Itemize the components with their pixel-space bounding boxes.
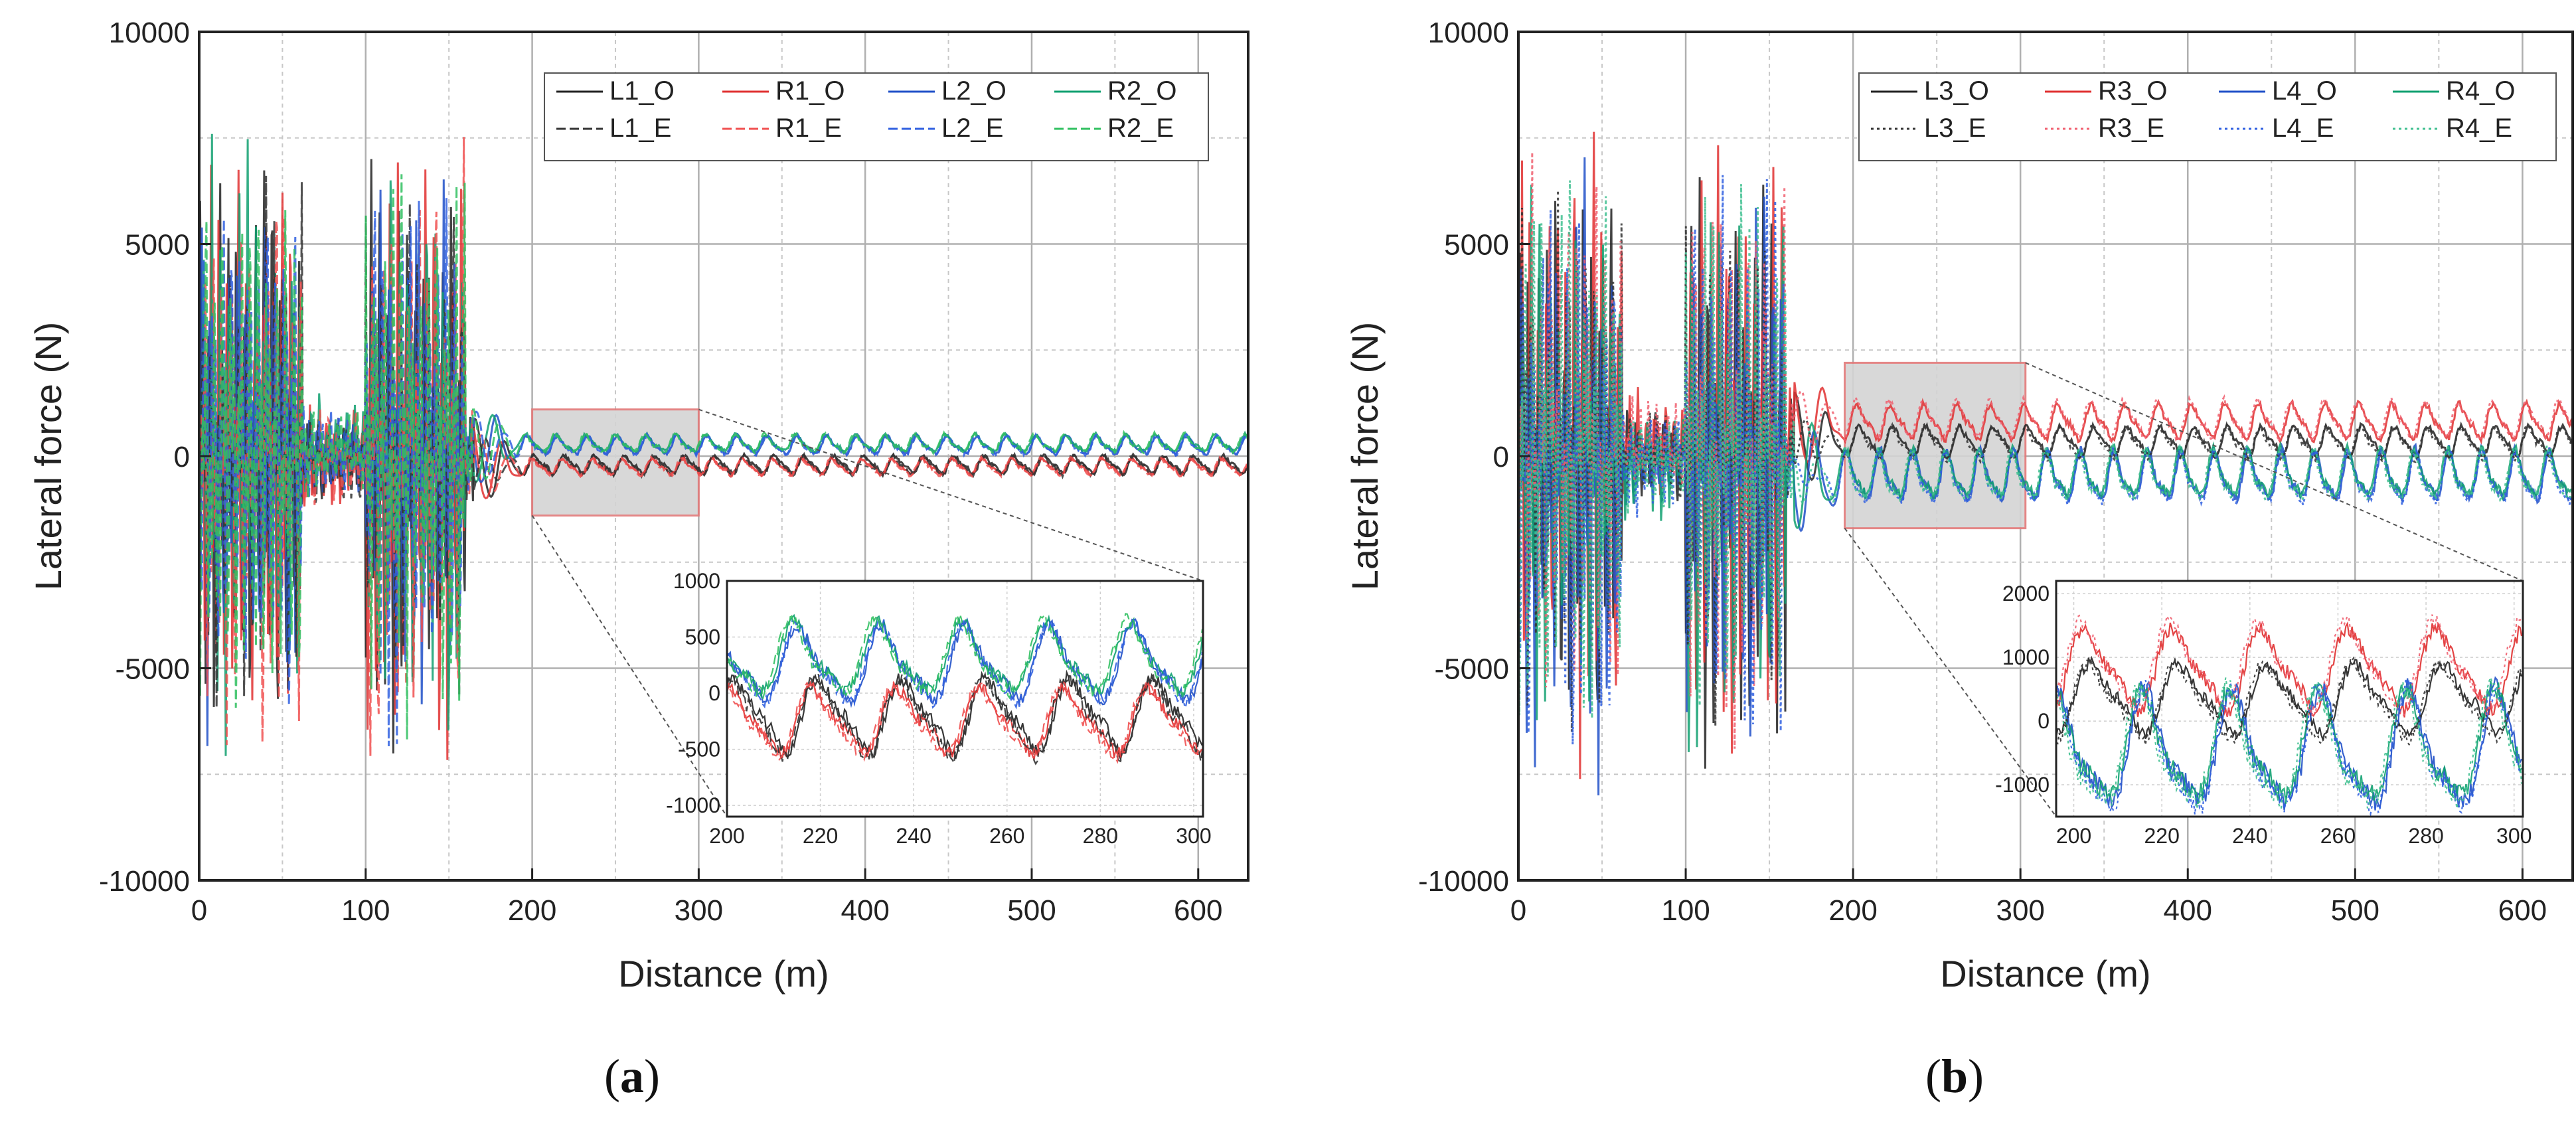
y-tick-label: -5000 bbox=[1434, 653, 1509, 686]
y-tick-label: 0 bbox=[174, 441, 190, 473]
inset-y-tick-label: 1000 bbox=[2002, 645, 2050, 669]
inset-y-tick-label: -1000 bbox=[1995, 773, 2050, 797]
legend-label: R2_O bbox=[1107, 76, 1177, 106]
y-tick-label: 5000 bbox=[1444, 229, 1509, 262]
legend-label: R3_O bbox=[2098, 76, 2168, 106]
legend-label: L4_O bbox=[2272, 76, 2337, 106]
inset-series-line-R1_E bbox=[726, 679, 1203, 764]
inset-y-tick-label: 500 bbox=[685, 625, 720, 649]
x-tick-label: 300 bbox=[1996, 894, 2044, 927]
x-tick-label: 600 bbox=[1174, 894, 1222, 927]
legend-label: R2_E bbox=[1107, 114, 1174, 143]
x-tick-label: 200 bbox=[508, 894, 556, 927]
y-tick-label: -5000 bbox=[115, 653, 190, 686]
y-tick-label: 10000 bbox=[1428, 17, 1509, 49]
zoom-connector-line bbox=[1844, 528, 2057, 817]
series-line-R3_O bbox=[1517, 131, 2573, 779]
zoom-connector-line bbox=[2025, 362, 2524, 582]
inset-y-tick-label: 0 bbox=[708, 681, 720, 705]
inset-series-line-R2_E bbox=[726, 611, 1203, 700]
legend-box bbox=[544, 72, 1209, 161]
chart-panel-b: 0 100 200 300 400 500 600-10000-50000500010000… bbox=[1344, 17, 2574, 995]
inset-frame bbox=[726, 580, 1204, 818]
x-tick-label: 200 bbox=[1828, 894, 1877, 927]
legend-label: L3_E bbox=[1924, 114, 1986, 143]
inset-y-tick-label: 2000 bbox=[2002, 582, 2050, 605]
inset-x-tick-label: 260 bbox=[989, 824, 1024, 848]
legend-label: L3_O bbox=[1924, 76, 1989, 106]
legend-label: R4_O bbox=[2446, 76, 2516, 106]
x-tick-label: 100 bbox=[341, 894, 390, 927]
x-tick-label: 0 bbox=[191, 894, 207, 927]
inset-x-tick-label: 220 bbox=[803, 824, 838, 848]
inset-series-line-L4_E bbox=[2055, 678, 2522, 817]
series-line-R4_E bbox=[1517, 180, 2573, 719]
legend-label: R1_E bbox=[775, 114, 842, 143]
inset-x-tick-label: 280 bbox=[2408, 824, 2443, 848]
x-tick-label: 500 bbox=[1007, 894, 1056, 927]
inset-series-line-L3_E bbox=[2055, 656, 2523, 746]
legend-box bbox=[1858, 72, 2557, 161]
series-line-L3_E bbox=[1517, 190, 2573, 732]
x-tick-label: 300 bbox=[675, 894, 723, 927]
inset-x-tick-label: 200 bbox=[709, 824, 744, 848]
legend-label: L1_E bbox=[609, 114, 671, 143]
inset-chart: 200 220 240 260 280 300 -1000 -500 0 500 1000 bbox=[666, 569, 1211, 848]
x-axis-label: Distance (m) bbox=[618, 953, 829, 995]
legend-label: L1_O bbox=[609, 76, 675, 106]
inset-series-line-L2_E bbox=[726, 617, 1203, 710]
series-line-R2_E bbox=[198, 174, 1249, 740]
chart-panel-a: 0 100 200 300 400 500 600-10000-50000500010000… bbox=[27, 17, 1249, 995]
legend-label: L2_E bbox=[941, 114, 1003, 143]
x-tick-label: 0 bbox=[1510, 894, 1526, 927]
legend-label: R4_E bbox=[2446, 114, 2512, 143]
inset-x-tick-label: 220 bbox=[2144, 824, 2179, 848]
caption-a-letter: a bbox=[619, 1050, 644, 1103]
series-line-L2_E bbox=[198, 198, 1249, 747]
y-tick-label: -10000 bbox=[99, 865, 190, 898]
inset-x-tick-label: 240 bbox=[2232, 824, 2267, 848]
caption-a: (a) bbox=[604, 1050, 660, 1103]
inset-series-line-R4_E bbox=[2055, 675, 2523, 812]
inset-y-tick-label: 0 bbox=[2038, 709, 2050, 733]
inset-x-tick-label: 260 bbox=[2320, 824, 2356, 848]
legend-label: R3_E bbox=[2098, 114, 2164, 143]
inset-y-tick-label: 1000 bbox=[673, 569, 720, 593]
y-tick-label: -10000 bbox=[1418, 865, 1509, 898]
series-line-R1_E bbox=[198, 137, 1249, 756]
inset-x-tick-label: 300 bbox=[2496, 824, 2532, 848]
inset-y-tick-label: -1000 bbox=[666, 793, 720, 817]
caption-b-letter: b bbox=[1941, 1050, 1969, 1103]
inset-background bbox=[727, 581, 1203, 817]
zoom-connector-line bbox=[531, 515, 728, 817]
y-tick-label: 5000 bbox=[125, 229, 190, 262]
inset-chart: 200 220 240 260 280 300 -1000 0 1000 2000 bbox=[1995, 580, 2532, 848]
inset-x-tick-label: 280 bbox=[1083, 824, 1118, 848]
x-tick-label: 600 bbox=[2498, 894, 2547, 927]
legend-label: L2_O bbox=[941, 76, 1006, 106]
y-tick-label: 0 bbox=[1493, 441, 1509, 473]
inset-series-line-R3_E bbox=[2055, 613, 2522, 720]
zoom-highlight-region bbox=[531, 408, 700, 517]
zoom-connector-line bbox=[698, 408, 1204, 582]
y-axis-label: Lateral force (N) bbox=[27, 322, 69, 591]
x-tick-label: 400 bbox=[2164, 894, 2212, 927]
inset-series-line-L3_O bbox=[2055, 655, 2523, 742]
inset-x-tick-label: 200 bbox=[2056, 824, 2091, 848]
inset-x-tick-label: 300 bbox=[1176, 824, 1211, 848]
x-tick-label: 500 bbox=[2331, 894, 2379, 927]
legend-label: L4_E bbox=[2272, 114, 2334, 143]
y-axis-label: Lateral force (N) bbox=[1344, 322, 1386, 591]
x-tick-label: 100 bbox=[1661, 894, 1710, 927]
caption-b: (b) bbox=[1925, 1050, 1984, 1103]
inset-x-tick-label: 240 bbox=[896, 824, 931, 848]
legend-label: R1_O bbox=[775, 76, 845, 106]
x-tick-label: 400 bbox=[841, 894, 889, 927]
y-tick-label: 10000 bbox=[109, 17, 190, 49]
series-line-L4_E bbox=[1518, 175, 2573, 745]
inset-frame bbox=[2055, 580, 2524, 818]
x-axis-label: Distance (m) bbox=[1940, 953, 2150, 995]
inset-y-tick-label: -500 bbox=[678, 738, 720, 762]
